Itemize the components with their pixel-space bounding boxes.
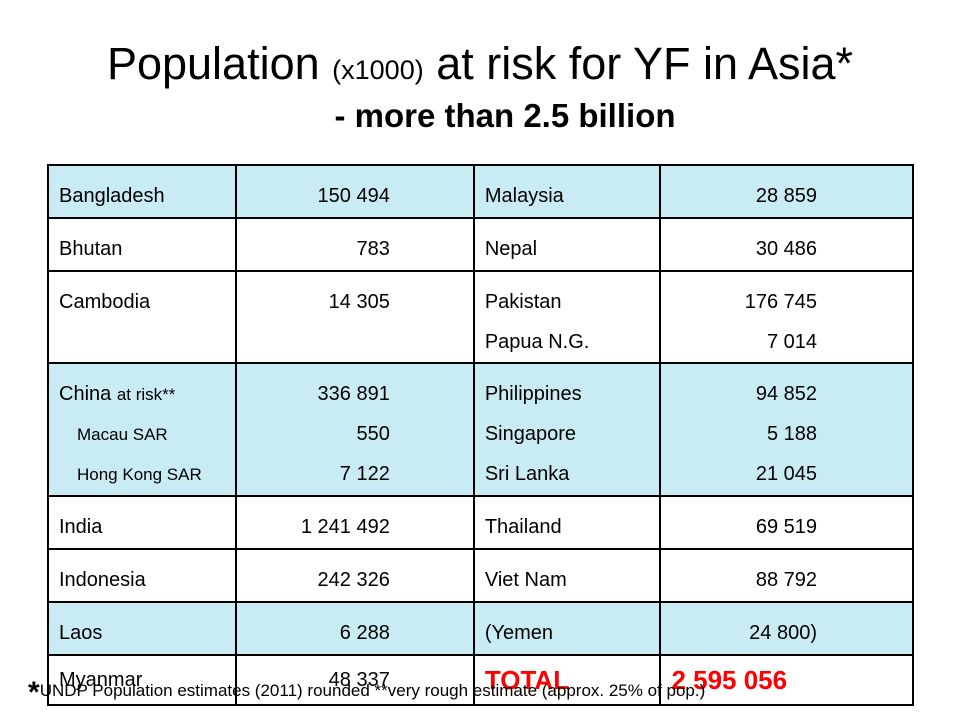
value-cell: 28 859	[659, 164, 914, 219]
population-value: 28 859	[755, 185, 817, 207]
value-cell: 30 486	[659, 217, 914, 272]
value-cell: 242 326	[235, 548, 475, 603]
country-name: Bhutan	[59, 238, 123, 260]
value-cell: 150 494	[235, 164, 475, 219]
population-value: 21 045	[755, 463, 817, 485]
value-cell: 69 519	[659, 495, 914, 550]
country-cell: Pakistan Papua N.G.	[472, 270, 662, 364]
total-value-cell: 2 595 056	[659, 654, 914, 706]
table-row: Laos 6 288 (Yemen 24 800)	[46, 601, 914, 656]
country-name-main: China	[59, 383, 112, 405]
country-name: Viet Nam	[484, 569, 567, 591]
country-name: Cambodia	[59, 291, 151, 313]
country-name: India	[59, 516, 103, 538]
table-row: China at risk** Macau SAR Hong Kong SAR …	[46, 362, 914, 497]
population-value: 88 792	[755, 569, 817, 591]
page-subtitle: - more than 2.5 billion	[334, 97, 676, 134]
page-title: Population (x1000) at risk for YF in Asi…	[0, 38, 960, 96]
country-cell: Laos	[46, 601, 238, 656]
country-name: Singapore	[484, 423, 577, 445]
value-cell: 6 288	[235, 601, 475, 656]
population-value: 1 241 492	[300, 516, 390, 538]
country-cell: Thailand	[472, 495, 662, 550]
population-value: 550	[356, 423, 390, 445]
country-cell: Cambodia	[46, 270, 238, 364]
country-cell: China at risk** Macau SAR Hong Kong SAR	[46, 362, 238, 497]
country-cell: (Yemen	[472, 601, 662, 656]
sub-region-name: Hong Kong SAR	[77, 465, 202, 484]
country-name: Philippines	[484, 383, 582, 405]
country-cell: Indonesia	[46, 548, 238, 603]
population-value: 336 891	[317, 383, 390, 405]
country-cell: Nepal	[472, 217, 662, 272]
at-risk-note: at risk**	[116, 385, 176, 404]
country-name: China at risk**	[59, 374, 227, 415]
country-cell: Philippines Singapore Sri Lanka	[472, 362, 662, 497]
country-name: (Yemen	[484, 622, 554, 644]
population-value: 48 337	[328, 669, 390, 691]
population-value: 176 745	[744, 291, 817, 313]
country-name: Bangladesh	[59, 185, 165, 207]
population-value: 6 288	[339, 622, 390, 644]
country-name: Malaysia	[484, 185, 564, 207]
population-value: 69 519	[755, 516, 817, 538]
country-name: Papua N.G.	[484, 331, 590, 353]
value-cell: 14 305	[235, 270, 475, 364]
title-main-suffix: at risk for YF in Asia*	[436, 38, 854, 89]
value-cell: 94 852 5 188 21 045	[659, 362, 914, 497]
population-value: 94 852	[755, 383, 817, 405]
table-row: Bhutan 783 Nepal 30 486	[46, 217, 914, 272]
value-cell: 1 241 492	[235, 495, 475, 550]
country-cell: Bangladesh	[46, 164, 238, 219]
country-name: Thailand	[484, 516, 562, 538]
title-main-prefix: Population	[106, 38, 320, 89]
population-value: 30 486	[755, 238, 817, 260]
footnote-text: UNDP Population estimates (2011) rounded…	[39, 681, 706, 700]
country-name: Indonesia	[59, 569, 146, 591]
footnote-star: *	[28, 676, 40, 709]
population-value: 150 494	[317, 185, 390, 207]
country-name: Pakistan	[484, 291, 562, 313]
population-value: 783	[356, 238, 390, 260]
country-name: Myanmar	[59, 669, 143, 691]
population-value: 242 326	[317, 569, 390, 591]
value-cell: 336 891 550 7 122	[235, 362, 475, 497]
footnote: *UNDP Population estimates (2011) rounde…	[28, 676, 705, 710]
population-table: Bangladesh 150 494 Malaysia 28 859 Bhuta…	[46, 164, 914, 706]
country-name: Sri Lanka	[484, 463, 570, 485]
table-row: Indonesia 242 326 Viet Nam 88 792	[46, 548, 914, 603]
total-label-cell: TOTAL	[472, 654, 662, 706]
sub-region-name: Macau SAR	[77, 425, 168, 444]
population-value: 24 800)	[749, 622, 817, 644]
population-value: 5 188	[766, 423, 817, 445]
country-cell: Viet Nam	[472, 548, 662, 603]
value-cell: 176 745 7 014	[659, 270, 914, 364]
country-cell: Myanmar	[46, 654, 238, 706]
country-cell: Malaysia	[472, 164, 662, 219]
value-cell: 88 792	[659, 548, 914, 603]
table-row: India 1 241 492 Thailand 69 519	[46, 495, 914, 550]
country-name: Nepal	[484, 238, 538, 260]
value-cell: 48 337	[235, 654, 475, 706]
population-value: 7 014	[766, 331, 817, 353]
total-label: TOTAL	[484, 665, 570, 695]
country-cell: Bhutan	[46, 217, 238, 272]
table-row: Bangladesh 150 494 Malaysia 28 859	[46, 164, 914, 219]
value-cell: 24 800)	[659, 601, 914, 656]
value-cell: 783	[235, 217, 475, 272]
country-name: Laos	[59, 622, 103, 644]
total-value: 2 595 056	[671, 665, 788, 695]
table-row: Cambodia 14 305 Pakistan Papua N.G. 176 …	[46, 270, 914, 364]
title-unit: (x1000)	[332, 55, 424, 85]
table-row: Myanmar 48 337 TOTAL 2 595 056	[46, 654, 914, 706]
population-value: 14 305	[328, 291, 390, 313]
country-cell: India	[46, 495, 238, 550]
population-value: 7 122	[339, 463, 390, 485]
